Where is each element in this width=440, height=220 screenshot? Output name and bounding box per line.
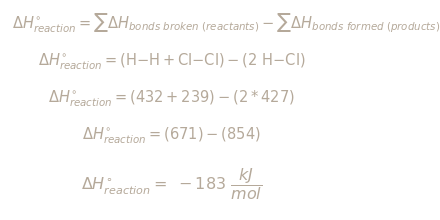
Text: $\Delta H^{\circ}_{reaction} = (432 + 239) - (2 * 427)$: $\Delta H^{\circ}_{reaction} = (432 + 23…	[48, 89, 295, 109]
Text: $\Delta H^{\circ}_{reaction} = \left(\mathrm{H{-}H + Cl{-}Cl}\right) - \left(\ma: $\Delta H^{\circ}_{reaction} = \left(\ma…	[37, 52, 305, 72]
Text: $\Delta H^{\circ}_{reaction} = (671) - (854)$: $\Delta H^{\circ}_{reaction} = (671) - (…	[82, 126, 260, 146]
Text: $\Delta H^{\circ}_{reaction} = \ -183\ \dfrac{kJ}{mol}$: $\Delta H^{\circ}_{reaction} = \ -183\ \…	[81, 166, 262, 202]
Text: $\Delta H^{\circ}_{reaction} = \sum \Delta H_{bonds\ broken\ (reactants)} - \sum: $\Delta H^{\circ}_{reaction} = \sum \Del…	[11, 11, 440, 35]
